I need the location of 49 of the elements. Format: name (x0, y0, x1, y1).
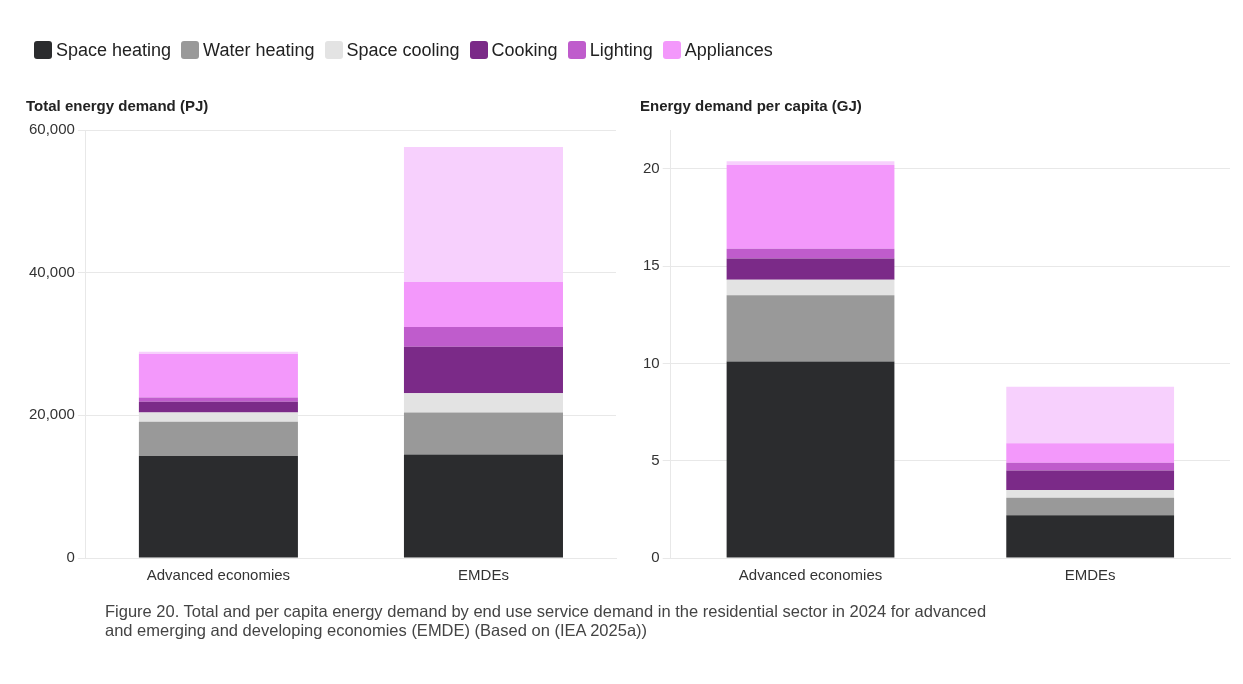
x-tick-label: Advanced economies (738, 566, 883, 584)
bar (726, 161, 895, 166)
y-tick-label: 60,000 (28, 120, 75, 138)
bar (1006, 386, 1175, 444)
bar (1006, 489, 1175, 498)
y-tick-label: 20,000 (28, 405, 75, 423)
legend-label: Appliances (684, 39, 773, 61)
bar (1006, 443, 1175, 463)
bar (138, 401, 298, 413)
bar (403, 412, 563, 455)
bar (726, 361, 895, 558)
bar (138, 397, 298, 402)
y-tick-label: 0 (66, 548, 75, 566)
y-tick-label: 40,000 (28, 262, 75, 280)
bar (138, 353, 298, 398)
y-tick-label: 10 (643, 353, 660, 371)
bar (1006, 497, 1175, 516)
bar (726, 279, 895, 296)
legend-label: Space heating (56, 39, 172, 61)
bar (138, 455, 298, 558)
bar (403, 281, 563, 327)
y-tick-label: 20 (643, 159, 660, 177)
bar (1006, 515, 1175, 558)
bar (726, 248, 895, 259)
bar (403, 393, 563, 413)
caption: Figure 20. Total and per capita energy demand by end use service demand in the residential sector in 2024 for advanced and emerging and developing economies (EMDE) (Based on (IEA 2025a)) (105, 602, 988, 640)
bar (138, 421, 298, 456)
bar (138, 351, 298, 354)
bar (403, 346, 563, 394)
legend-label: Water heating (203, 39, 315, 61)
chart-title: Total energy demand (PJ) (26, 97, 209, 115)
bar (1006, 470, 1175, 490)
chart-title: Energy demand per capita (GJ) (640, 97, 862, 115)
y-tick-label: 0 (651, 548, 660, 566)
bar (403, 454, 563, 558)
legend-label: Lighting (589, 39, 653, 61)
bar (1006, 462, 1175, 471)
bar (726, 258, 895, 280)
x-tick-label: EMDEs (458, 566, 509, 584)
bar (726, 295, 895, 362)
x-tick-label: Advanced economies (146, 566, 291, 584)
bar (726, 165, 895, 249)
y-tick-label: 5 (651, 450, 660, 468)
bar (403, 147, 563, 282)
y-tick-label: 15 (643, 256, 660, 274)
x-tick-label: EMDEs (1064, 566, 1116, 584)
legend-label: Space cooling (346, 39, 460, 61)
bar (403, 326, 563, 347)
legend-label: Cooking (491, 39, 558, 61)
